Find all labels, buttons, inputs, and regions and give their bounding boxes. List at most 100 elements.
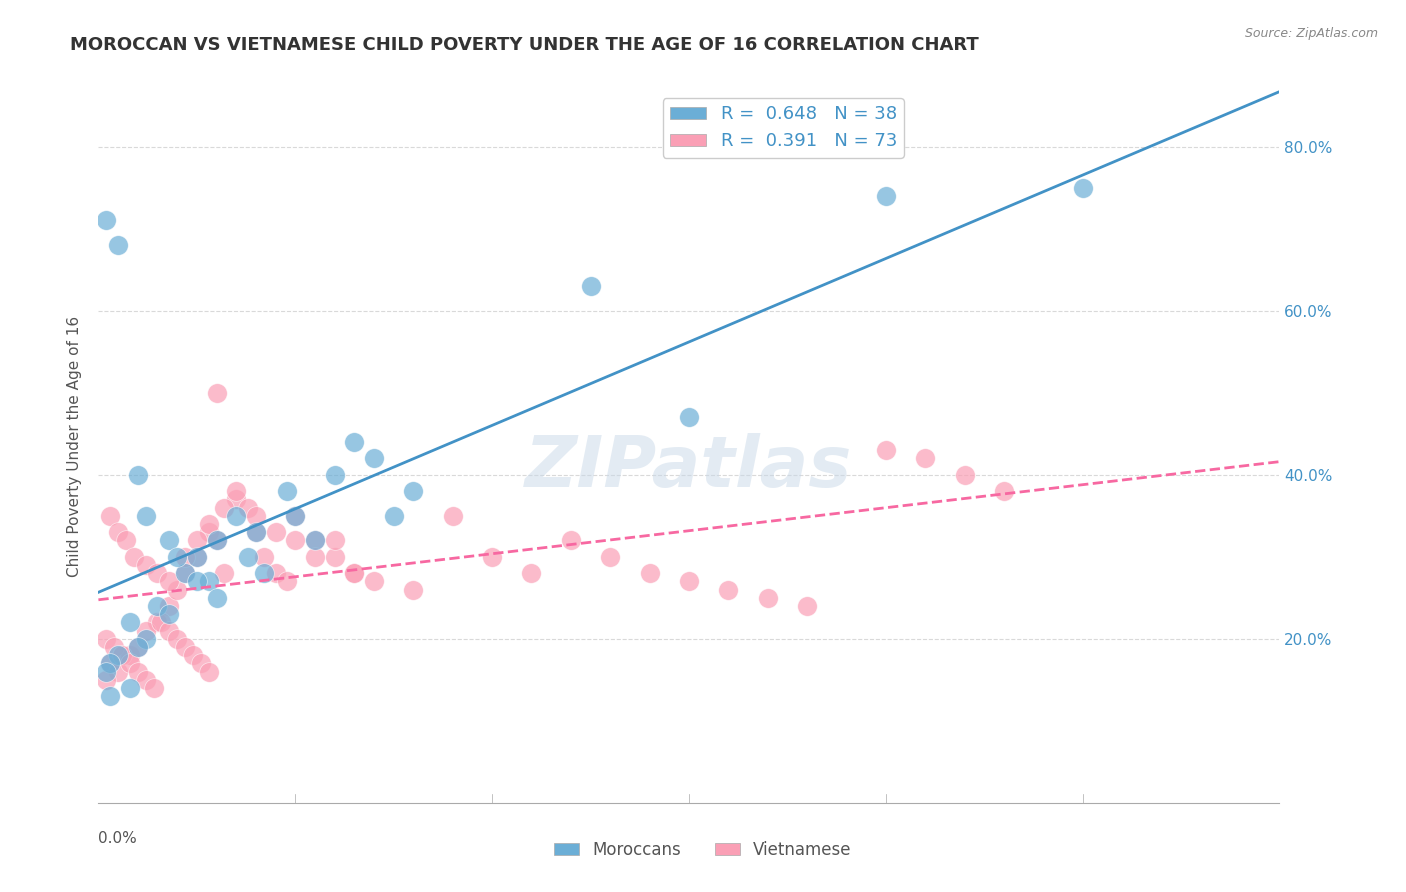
- Point: [875, 443, 897, 458]
- Point: [190, 657, 212, 671]
- Text: 0.0%: 0.0%: [98, 831, 138, 847]
- Legend: Moroccans, Vietnamese: Moroccans, Vietnamese: [548, 835, 858, 866]
- Point: [520, 566, 543, 581]
- Point: [717, 582, 740, 597]
- Point: [181, 648, 204, 662]
- Point: [135, 558, 157, 572]
- Point: [118, 648, 141, 662]
- Point: [157, 599, 180, 613]
- Point: [115, 533, 138, 548]
- Point: [205, 533, 228, 548]
- Point: [323, 467, 346, 482]
- Point: [343, 566, 366, 581]
- Point: [135, 624, 157, 638]
- Point: [146, 566, 169, 581]
- Point: [197, 516, 219, 531]
- Point: [127, 640, 149, 654]
- Point: [107, 238, 129, 252]
- Point: [253, 566, 276, 581]
- Point: [111, 648, 134, 662]
- Point: [166, 632, 188, 646]
- Point: [560, 533, 582, 548]
- Point: [264, 566, 287, 581]
- Point: [197, 525, 219, 540]
- Point: [284, 508, 307, 523]
- Point: [245, 525, 267, 540]
- Point: [127, 467, 149, 482]
- Point: [205, 591, 228, 605]
- Point: [186, 574, 208, 589]
- Point: [135, 508, 157, 523]
- Point: [638, 566, 661, 581]
- Point: [127, 665, 149, 679]
- Point: [579, 279, 602, 293]
- Point: [1071, 180, 1094, 194]
- Point: [304, 549, 326, 564]
- Point: [118, 681, 141, 695]
- Point: [98, 657, 121, 671]
- Point: [214, 500, 236, 515]
- Point: [214, 566, 236, 581]
- Point: [236, 500, 259, 515]
- Point: [174, 566, 197, 581]
- Point: [993, 484, 1015, 499]
- Point: [363, 574, 385, 589]
- Point: [205, 385, 228, 400]
- Point: [146, 615, 169, 630]
- Point: [205, 533, 228, 548]
- Point: [157, 607, 180, 622]
- Point: [236, 549, 259, 564]
- Point: [135, 632, 157, 646]
- Point: [678, 410, 700, 425]
- Point: [441, 508, 464, 523]
- Point: [323, 533, 346, 548]
- Point: [98, 508, 121, 523]
- Point: [343, 566, 366, 581]
- Point: [166, 549, 188, 564]
- Point: [382, 508, 405, 523]
- Point: [166, 582, 188, 597]
- Point: [197, 574, 219, 589]
- Text: MOROCCAN VS VIETNAMESE CHILD POVERTY UNDER THE AGE OF 16 CORRELATION CHART: MOROCCAN VS VIETNAMESE CHILD POVERTY UND…: [70, 36, 979, 54]
- Point: [142, 681, 165, 695]
- Point: [323, 549, 346, 564]
- Point: [98, 657, 121, 671]
- Point: [157, 533, 180, 548]
- Point: [150, 615, 173, 630]
- Point: [122, 549, 145, 564]
- Point: [402, 484, 425, 499]
- Point: [186, 549, 208, 564]
- Point: [914, 451, 936, 466]
- Point: [756, 591, 779, 605]
- Point: [284, 533, 307, 548]
- Point: [174, 549, 197, 564]
- Point: [157, 624, 180, 638]
- Y-axis label: Child Poverty Under the Age of 16: Child Poverty Under the Age of 16: [67, 316, 83, 576]
- Point: [225, 508, 247, 523]
- Point: [678, 574, 700, 589]
- Point: [103, 640, 125, 654]
- Legend: R =  0.648   N = 38, R =  0.391   N = 73: R = 0.648 N = 38, R = 0.391 N = 73: [662, 98, 904, 158]
- Point: [264, 525, 287, 540]
- Point: [276, 574, 298, 589]
- Point: [304, 533, 326, 548]
- Point: [343, 434, 366, 449]
- Point: [127, 640, 149, 654]
- Point: [284, 508, 307, 523]
- Point: [174, 640, 197, 654]
- Point: [174, 566, 197, 581]
- Point: [186, 549, 208, 564]
- Point: [107, 648, 129, 662]
- Point: [245, 525, 267, 540]
- Point: [157, 574, 180, 589]
- Point: [276, 484, 298, 499]
- Point: [245, 508, 267, 523]
- Point: [107, 525, 129, 540]
- Point: [225, 492, 247, 507]
- Point: [197, 665, 219, 679]
- Point: [107, 665, 129, 679]
- Point: [118, 657, 141, 671]
- Point: [135, 673, 157, 687]
- Point: [253, 549, 276, 564]
- Point: [953, 467, 976, 482]
